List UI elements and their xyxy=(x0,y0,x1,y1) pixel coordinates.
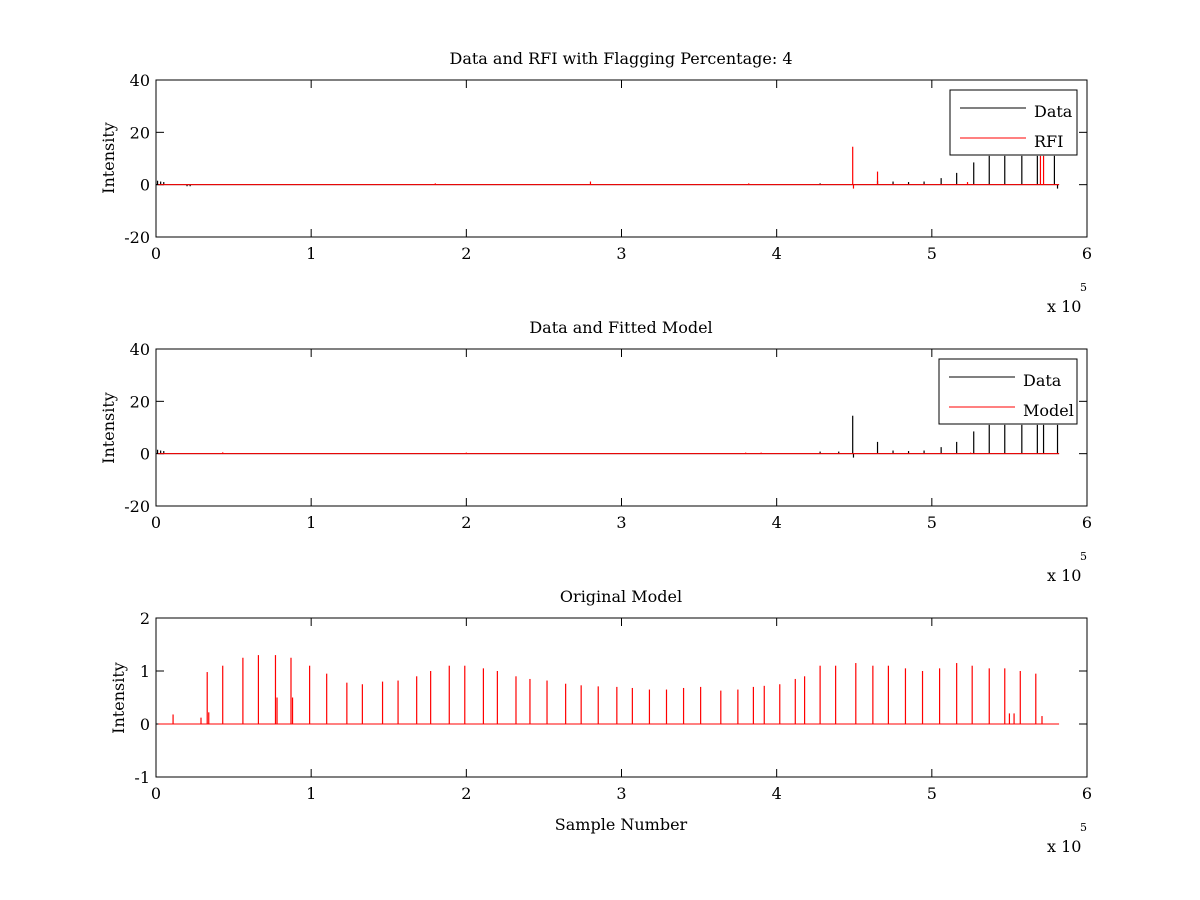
panel-fitted-model: Data and Fitted Model Intensity 0 1 2 3 4 5 6 -… xyxy=(99,318,1092,585)
y-tick-label: 1 xyxy=(140,662,150,681)
x-tick-label: 3 xyxy=(616,244,626,263)
y-tick-label: 40 xyxy=(130,340,150,359)
x-tick-label: 1 xyxy=(306,784,316,803)
legend-label: Model xyxy=(1023,401,1074,420)
x-multiplier-exponent: 5 xyxy=(1080,550,1087,563)
legend: Data Model xyxy=(938,358,1078,425)
x-multiplier-label: x 10 xyxy=(1047,566,1081,585)
axes-frame xyxy=(155,617,1088,778)
panel-title: Original Model xyxy=(560,587,682,606)
axes-frame xyxy=(155,79,1088,238)
x-tick-label: 5 xyxy=(927,513,937,532)
legend: Data RFI xyxy=(949,89,1078,156)
x-axis-label: Sample Number xyxy=(555,815,688,834)
y-axis-label: Intensity xyxy=(99,392,118,464)
series-rfi xyxy=(158,146,1060,189)
y-axis-label: Intensity xyxy=(109,662,128,734)
x-tick-label: 1 xyxy=(306,513,316,532)
x-tick-label: 0 xyxy=(151,513,161,532)
x-multiplier-exponent: 5 xyxy=(1080,821,1087,834)
x-tick-label: 6 xyxy=(1082,784,1092,803)
y-tick-label: 0 xyxy=(140,715,150,734)
x-tick-label: 2 xyxy=(461,513,471,532)
y-tick-label: -20 xyxy=(124,497,150,516)
x-tick-label: 5 xyxy=(927,244,937,263)
y-tick-label: 0 xyxy=(140,176,150,195)
x-multiplier-exponent: 5 xyxy=(1080,281,1087,294)
panel-title: Data and Fitted Model xyxy=(529,318,712,337)
x-tick-label: 4 xyxy=(772,244,782,263)
x-tick-label: 2 xyxy=(461,784,471,803)
x-tick-label: 4 xyxy=(772,513,782,532)
axes-frame xyxy=(155,348,1088,507)
y-tick-label: 2 xyxy=(140,609,150,628)
x-tick-label: 6 xyxy=(1082,513,1092,532)
panel-original-model: Original Model Intensity Sample Number 0… xyxy=(109,587,1092,856)
y-axis-label: Intensity xyxy=(99,122,118,194)
x-tick-label: 0 xyxy=(151,244,161,263)
legend-box xyxy=(949,89,1078,156)
x-tick-label: 4 xyxy=(772,784,782,803)
x-tick-label: 6 xyxy=(1082,244,1092,263)
y-tick-label: -1 xyxy=(134,768,150,787)
panel-rfi-flagging: Data and RFI with Flagging Percentage: 4… xyxy=(99,49,1092,316)
legend-label: Data xyxy=(1023,371,1062,390)
x-multiplier-label: x 10 xyxy=(1047,837,1081,856)
y-tick-label: 40 xyxy=(130,71,150,90)
series-model xyxy=(158,655,1060,725)
x-multiplier-label: x 10 xyxy=(1047,297,1081,316)
panel-title: Data and RFI with Flagging Percentage: 4 xyxy=(449,49,792,68)
y-tick-label: 0 xyxy=(140,445,150,464)
x-tick-label: 5 xyxy=(927,784,937,803)
y-tick-label: 20 xyxy=(130,123,150,142)
x-tick-label: 3 xyxy=(616,784,626,803)
x-tick-label: 0 xyxy=(151,784,161,803)
x-tick-label: 2 xyxy=(461,244,471,263)
x-tick-label: 3 xyxy=(616,513,626,532)
y-tick-label: 20 xyxy=(130,392,150,411)
x-tick-label: 1 xyxy=(306,244,316,263)
legend-box xyxy=(938,358,1078,425)
series-model xyxy=(158,452,1060,455)
y-tick-label: -20 xyxy=(124,228,150,247)
legend-label: RFI xyxy=(1034,132,1063,151)
legend-label: Data xyxy=(1034,102,1073,121)
